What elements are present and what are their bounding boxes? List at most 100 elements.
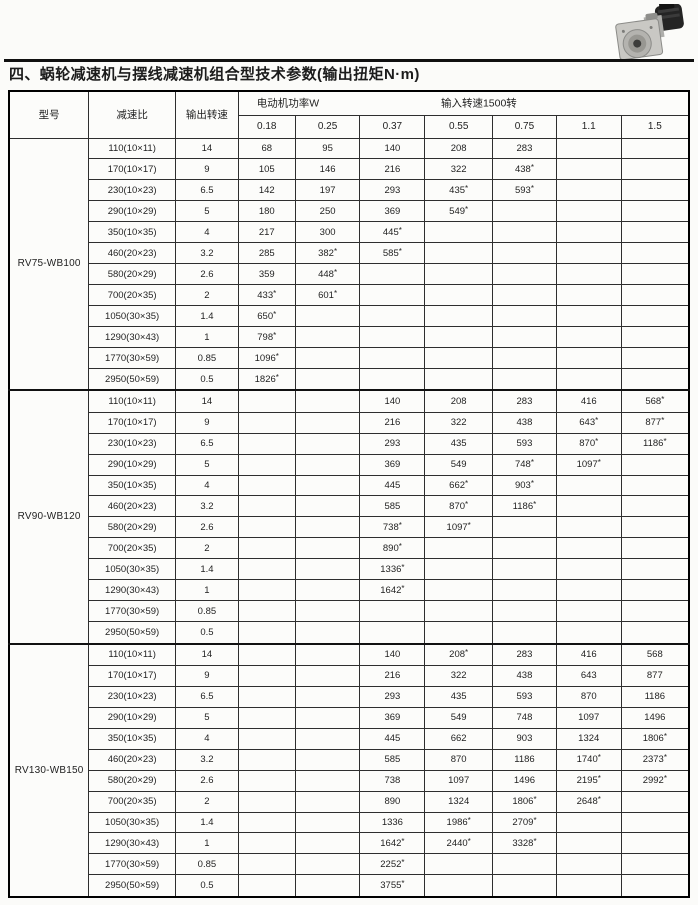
ratio-cell: 170(10×17) (88, 664, 177, 687)
torque-value-cell: 180 (237, 200, 296, 223)
torque-value-cell (555, 474, 622, 497)
power-column-header: 0.37 (359, 114, 426, 139)
output-speed-cell: 0.85 (175, 600, 239, 623)
torque-value-cell (294, 874, 361, 898)
asterisk-marker: * (467, 815, 471, 825)
torque-value-cell: 601* (294, 284, 361, 307)
table-row: 350(10×35) 4 217 300 445* (9, 221, 690, 244)
torque-value-cell (555, 179, 622, 202)
asterisk-marker: * (333, 267, 338, 277)
torque-value-cell: 549 (424, 453, 494, 476)
torque-value-cell: 748* (492, 453, 557, 476)
output-speed-cell: 1 (175, 579, 239, 602)
asterisk-marker: * (273, 288, 277, 298)
asterisk-marker: * (398, 225, 402, 235)
torque-value-cell (237, 600, 296, 623)
table-row: 1050(30×35) 1.4 650* (9, 305, 690, 328)
ratio-cell: 1290(30×43) (88, 832, 177, 855)
torque-value-cell: 293 (359, 685, 426, 708)
torque-value-cell (492, 326, 557, 349)
torque-value-cell (620, 367, 690, 391)
torque-value-cell (294, 600, 361, 623)
output-speed-cell: 2 (175, 537, 239, 560)
asterisk-marker: * (530, 458, 534, 468)
asterisk-marker: * (465, 478, 469, 488)
torque-value-cell (555, 621, 622, 644)
torque-value-cell (620, 263, 690, 286)
torque-value-cell: 1986* (424, 811, 494, 834)
torque-value-cell (492, 305, 557, 328)
torque-value-cell (237, 685, 296, 708)
torque-value-cell (555, 347, 622, 369)
torque-value-cell (555, 516, 622, 539)
torque-value-cell (555, 558, 622, 581)
asterisk-marker: * (275, 351, 279, 361)
ratio-cell: 580(20×29) (88, 769, 177, 792)
ratio-cell: 2950(50×59) (88, 367, 177, 391)
torque-value-cell (555, 579, 622, 602)
torque-value-cell: 593 (492, 432, 557, 455)
torque-value-cell (237, 389, 296, 413)
table-row: 170(10×17) 9 216 322 438 643* 877* (9, 411, 690, 434)
asterisk-marker: * (275, 372, 279, 382)
table-row: 2950(50×59) 0.5 (9, 621, 690, 644)
torque-value-cell: 549 (424, 706, 494, 729)
torque-value-cell (620, 158, 690, 181)
asterisk-marker: * (401, 879, 405, 889)
output-speed-cell: 0.5 (175, 874, 239, 898)
torque-value-cell (424, 347, 494, 369)
torque-value-cell: 903 (492, 727, 557, 750)
output-speed-cell: 0.85 (175, 347, 239, 369)
torque-value-cell: 903* (492, 474, 557, 497)
asterisk-marker: * (273, 309, 277, 319)
output-speed-cell: 2.6 (175, 263, 239, 286)
asterisk-marker: * (661, 416, 665, 426)
asterisk-marker: * (401, 857, 405, 867)
output-speed-cell: 6.5 (175, 432, 239, 455)
torque-value-cell: 738 (359, 769, 426, 792)
model-cell: RV90-WB120 (8, 389, 90, 645)
table-row: 1050(30×35) 1.4 1336* (9, 558, 690, 581)
torque-value-cell: 738* (359, 516, 426, 539)
asterisk-marker: * (663, 437, 667, 447)
torque-value-cell (424, 284, 494, 307)
ratio-cell: 580(20×29) (88, 263, 177, 286)
torque-value-cell: 438 (492, 664, 557, 687)
torque-value-cell (294, 664, 361, 687)
table-row: 460(20×23) 3.2 585 870 1186 1740* 2373* (9, 748, 690, 771)
ratio-cell: 700(20×35) (88, 537, 177, 560)
table-row: 1290(30×43) 1 798* (9, 326, 690, 349)
torque-value-cell: 1642* (359, 579, 426, 602)
torque-value-cell: 1336 (359, 811, 426, 834)
ratio-cell: 1770(30×59) (88, 347, 177, 369)
torque-value-cell: 142 (237, 179, 296, 202)
torque-value-cell (424, 263, 494, 286)
torque-value-cell (492, 537, 557, 560)
torque-value-cell (555, 326, 622, 349)
torque-value-cell (237, 874, 296, 898)
ratio-cell: 2950(50×59) (88, 621, 177, 644)
torque-value-cell: 748 (492, 706, 557, 729)
power-column-header: 1.5 (620, 114, 690, 139)
torque-value-cell: 208 (424, 389, 494, 413)
table-row: 580(20×29) 2.6 359 448* (9, 263, 690, 286)
asterisk-marker: * (465, 204, 469, 214)
table-row: 700(20×35) 2 890* (9, 537, 690, 560)
torque-value-cell (237, 432, 296, 455)
table-row: 580(20×29) 2.6 738 1097 1496 2195* 2992* (9, 769, 690, 792)
torque-value-cell: 217 (237, 221, 296, 244)
ratio-cell: 460(20×23) (88, 242, 177, 265)
asterisk-marker: * (467, 836, 471, 846)
torque-value-cell: 2440* (424, 832, 494, 855)
ratio-cell: 110(10×11) (88, 389, 177, 413)
column-header-output-speed: 输出转速 (175, 90, 239, 139)
asterisk-marker: * (530, 162, 534, 172)
torque-value-cell (359, 600, 426, 623)
torque-value-cell: 643* (555, 411, 622, 434)
torque-value-cell (555, 284, 622, 307)
torque-value-cell: 1496 (620, 706, 690, 729)
torque-value-cell (555, 495, 622, 518)
output-speed-cell: 4 (175, 727, 239, 750)
torque-value-cell (620, 790, 690, 813)
table-row: 1290(30×43) 1 1642* (9, 579, 690, 602)
